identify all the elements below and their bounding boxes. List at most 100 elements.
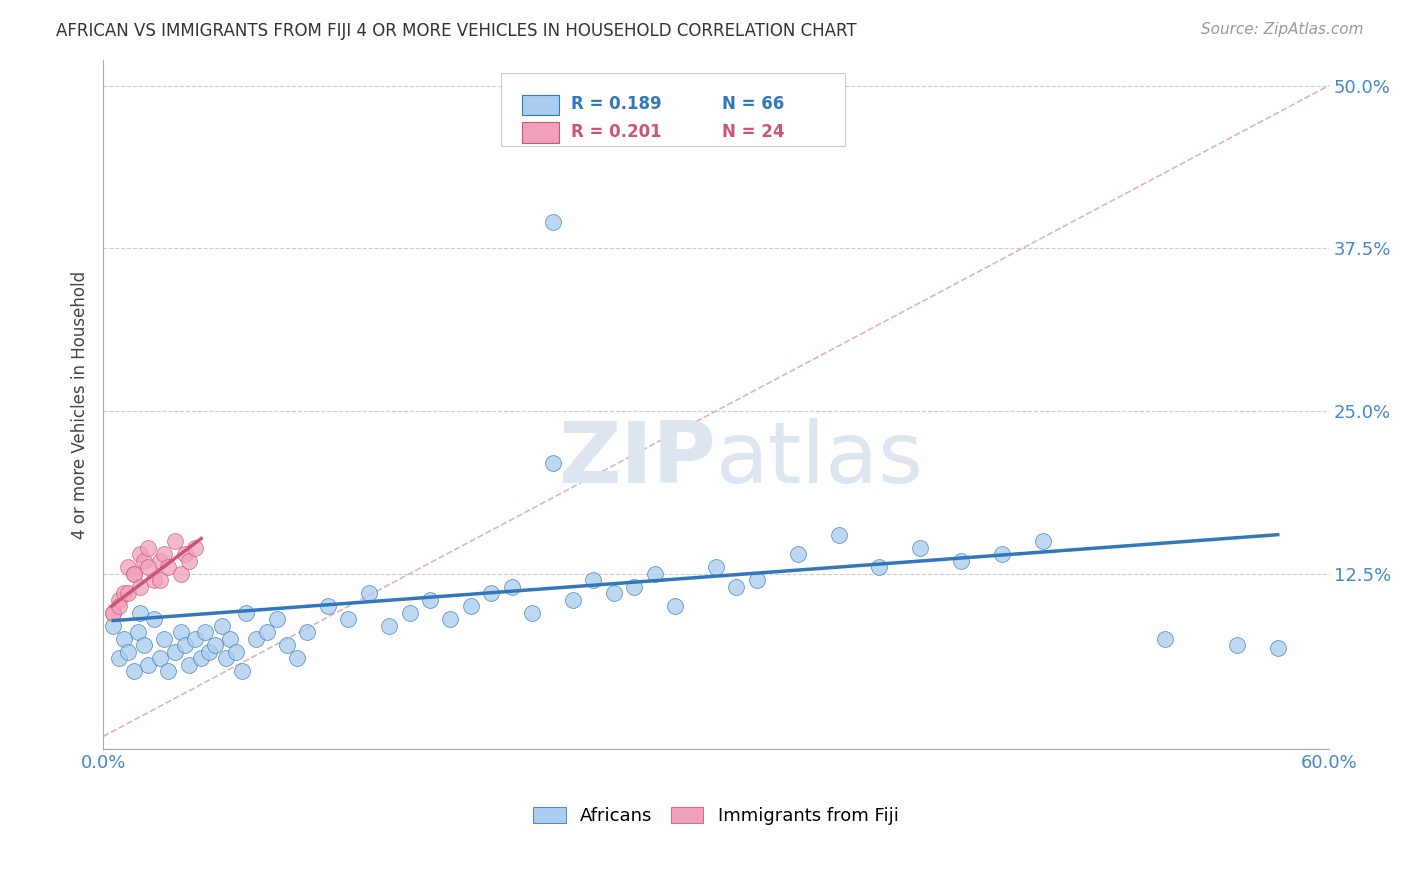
Point <box>745 573 768 587</box>
Point <box>337 612 360 626</box>
Text: AFRICAN VS IMMIGRANTS FROM FIJI 4 OR MORE VEHICLES IN HOUSEHOLD CORRELATION CHAR: AFRICAN VS IMMIGRANTS FROM FIJI 4 OR MOR… <box>56 22 856 40</box>
Point <box>215 651 238 665</box>
Point <box>170 566 193 581</box>
Point <box>256 625 278 640</box>
Point <box>541 456 564 470</box>
Point <box>143 573 166 587</box>
Point <box>827 527 849 541</box>
Point <box>103 606 125 620</box>
FancyBboxPatch shape <box>502 73 845 145</box>
Point <box>231 665 253 679</box>
Point <box>603 586 626 600</box>
Point <box>218 632 240 646</box>
Point <box>1032 534 1054 549</box>
Point <box>117 645 139 659</box>
Point <box>184 632 207 646</box>
Point <box>149 573 172 587</box>
Point <box>127 625 149 640</box>
Point <box>136 657 159 672</box>
Point <box>112 586 135 600</box>
Text: R = 0.189: R = 0.189 <box>571 95 662 113</box>
Point <box>908 541 931 555</box>
Text: atlas: atlas <box>716 418 924 501</box>
Text: Source: ZipAtlas.com: Source: ZipAtlas.com <box>1201 22 1364 37</box>
Point <box>122 566 145 581</box>
Point <box>194 625 217 640</box>
Point <box>950 554 973 568</box>
Text: R = 0.201: R = 0.201 <box>571 123 662 141</box>
Point <box>112 632 135 646</box>
Point <box>122 665 145 679</box>
Point <box>129 606 152 620</box>
Point <box>129 580 152 594</box>
Point <box>991 547 1014 561</box>
Point <box>173 547 195 561</box>
Point <box>285 651 308 665</box>
Point <box>276 638 298 652</box>
Point <box>398 606 420 620</box>
Point <box>725 580 748 594</box>
Point <box>108 599 131 614</box>
Point <box>177 657 200 672</box>
Point <box>132 638 155 652</box>
Point <box>868 560 890 574</box>
Point <box>245 632 267 646</box>
Point <box>108 592 131 607</box>
Point <box>103 606 125 620</box>
Point <box>316 599 339 614</box>
Text: ZIP: ZIP <box>558 418 716 501</box>
Point <box>149 554 172 568</box>
Point <box>157 665 180 679</box>
Point <box>103 619 125 633</box>
Point <box>664 599 686 614</box>
Point <box>122 566 145 581</box>
Point <box>177 554 200 568</box>
Point <box>153 632 176 646</box>
Point <box>786 547 808 561</box>
Point <box>541 215 564 229</box>
Point <box>562 592 585 607</box>
Text: N = 24: N = 24 <box>723 123 785 141</box>
Point <box>117 586 139 600</box>
Point <box>704 560 727 574</box>
Point <box>520 606 543 620</box>
Point <box>163 534 186 549</box>
Point <box>190 651 212 665</box>
Point <box>582 573 605 587</box>
Bar <box>522 122 560 143</box>
Point <box>117 560 139 574</box>
Point <box>204 638 226 652</box>
Point <box>266 612 288 626</box>
Point <box>184 541 207 555</box>
Y-axis label: 4 or more Vehicles in Household: 4 or more Vehicles in Household <box>72 270 89 539</box>
Point <box>153 547 176 561</box>
Legend: Africans, Immigrants from Fiji: Africans, Immigrants from Fiji <box>526 800 905 832</box>
Point <box>163 645 186 659</box>
Point <box>143 612 166 626</box>
Point <box>479 586 502 600</box>
Point <box>357 586 380 600</box>
Point <box>170 625 193 640</box>
Point <box>297 625 319 640</box>
Point <box>198 645 221 659</box>
Point <box>439 612 461 626</box>
Point <box>623 580 645 594</box>
Point <box>149 651 172 665</box>
Point <box>108 651 131 665</box>
Bar <box>522 95 560 115</box>
Point <box>235 606 257 620</box>
Point <box>225 645 247 659</box>
Text: N = 66: N = 66 <box>723 95 785 113</box>
Point <box>173 638 195 652</box>
Point <box>644 566 666 581</box>
Point <box>1267 640 1289 655</box>
Point <box>378 619 401 633</box>
Point <box>1226 638 1249 652</box>
Point <box>136 541 159 555</box>
Point <box>419 592 441 607</box>
Point <box>132 554 155 568</box>
Point <box>211 619 233 633</box>
Point <box>501 580 523 594</box>
Point <box>1154 632 1177 646</box>
Point <box>136 560 159 574</box>
